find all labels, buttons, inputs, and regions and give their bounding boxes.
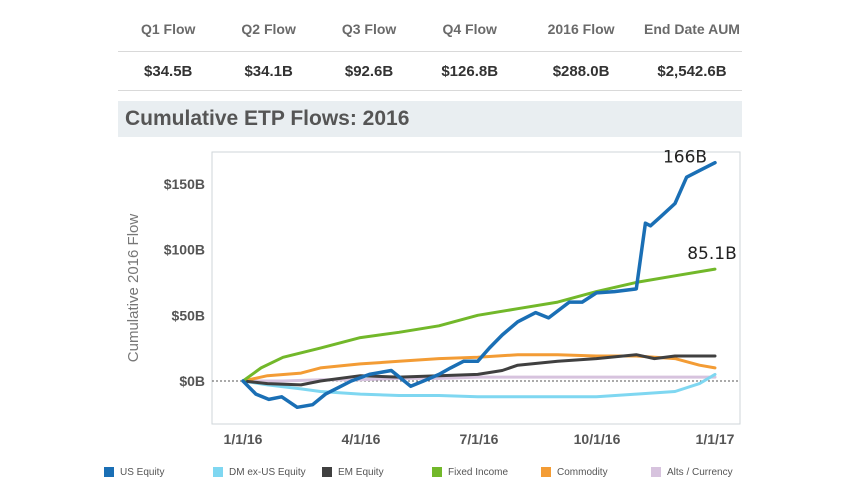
table-row: $34.5B $34.1B $92.6B $126.8B $288.0B $2,… — [118, 51, 742, 91]
legend-swatch — [322, 467, 332, 477]
value-2016-flow: $288.0B — [520, 51, 642, 91]
series-line-us-equity — [241, 160, 717, 410]
x-tick-label: 4/1/16 — [342, 431, 381, 447]
series-line-fixed-income — [241, 267, 717, 383]
legend-item: Commodity — [541, 464, 608, 480]
legend-label: Alts / Currency — [667, 466, 733, 478]
value-annotation: 85.1B — [687, 244, 737, 264]
header-q4-flow: Q4 Flow — [419, 8, 521, 52]
header-end-date-aum: End Date AUM — [642, 8, 742, 52]
table-header-row: Q1 Flow Q2 Flow Q3 Flow Q4 Flow 2016 Flo… — [118, 8, 742, 52]
y-axis-label: Cumulative 2016 Flow — [125, 214, 142, 363]
value-q4-flow: $126.8B — [419, 51, 521, 91]
value-end-date-aum: $2,542.6B — [642, 51, 742, 91]
header-2016-flow: 2016 Flow — [520, 8, 642, 52]
y-tick-label: $50B — [172, 307, 205, 323]
plot-area — [211, 151, 741, 425]
legend-label: DM ex-US Equity — [229, 466, 306, 478]
legend-swatch — [104, 467, 114, 477]
y-tick-label: $100B — [164, 242, 205, 258]
chart-legend: US Equity DM ex-US Equity EM Equity Fixed I… — [104, 464, 754, 480]
value-q3-flow: $92.6B — [318, 51, 420, 91]
legend-swatch — [651, 467, 661, 477]
header-q2-flow: Q2 Flow — [218, 8, 319, 52]
chart-title-bar: Cumulative ETP Flows: 2016 — [118, 101, 742, 137]
legend-swatch — [432, 467, 442, 477]
flows-summary-table: Q1 Flow Q2 Flow Q3 Flow Q4 Flow 2016 Flo… — [118, 8, 742, 91]
value-q2-flow: $34.1B — [218, 51, 319, 91]
legend-label: Fixed Income — [448, 466, 509, 478]
legend-item: EM Equity — [322, 464, 384, 480]
legend-swatch — [213, 467, 223, 477]
y-tick-label: $0B — [179, 373, 205, 389]
chart-title: Cumulative ETP Flows: 2016 — [125, 107, 410, 130]
x-tick-label: 1/1/16 — [224, 431, 263, 447]
legend-item: US Equity — [104, 464, 164, 480]
value-q1-flow: $34.5B — [118, 51, 219, 91]
legend-item: Alts / Currency — [651, 464, 733, 480]
header-q1-flow: Q1 Flow — [118, 8, 219, 52]
header-q3-flow: Q3 Flow — [318, 8, 420, 52]
legend-label: Commodity — [557, 466, 608, 478]
x-tick-label: 10/1/16 — [574, 431, 621, 447]
value-annotation: 166B — [663, 148, 707, 168]
y-tick-label: $150B — [164, 176, 205, 192]
series-line-em-equity — [241, 353, 717, 387]
legend-swatch — [541, 467, 551, 477]
x-tick-label: 1/1/17 — [696, 431, 735, 447]
legend-item: DM ex-US Equity — [213, 464, 306, 480]
legend-item: Fixed Income — [432, 464, 508, 480]
legend-label: EM Equity — [338, 466, 384, 478]
series-line-dm-ex-us-equity — [241, 372, 717, 399]
x-tick-label: 7/1/16 — [460, 431, 499, 447]
legend-label: US Equity — [120, 466, 165, 478]
